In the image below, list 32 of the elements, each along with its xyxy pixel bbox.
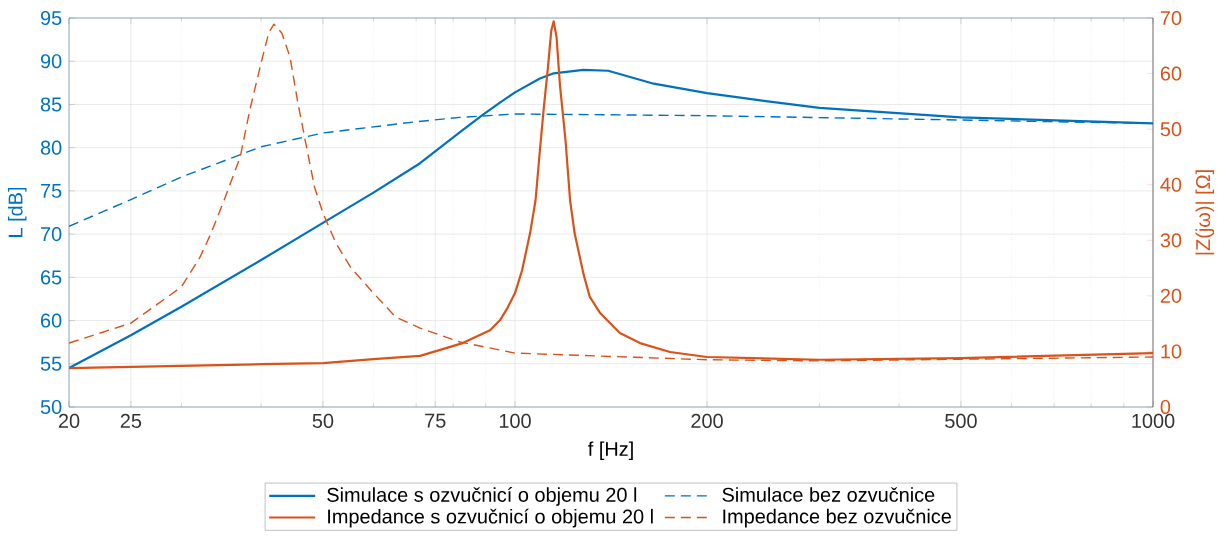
legend-label: Simulace s ozvučnicí o objemu 20 l xyxy=(327,487,637,506)
x-tick-label: 50 xyxy=(312,413,334,428)
y-tick-label: 90 xyxy=(40,54,62,69)
y-tick-label: 55 xyxy=(40,356,62,371)
y-tick-label: 70 xyxy=(41,227,62,242)
y2-tick-label: 30 xyxy=(1160,233,1182,248)
y-tick-label: 65 xyxy=(41,270,62,285)
y-tick-label: 85 xyxy=(40,97,62,112)
y-tick-label: 80 xyxy=(40,140,62,155)
y2-tick-label: 10 xyxy=(1161,344,1182,359)
y-tick-label: 50 xyxy=(40,399,62,415)
y-tick-label: 60 xyxy=(41,313,62,328)
y-tick-label: 95 xyxy=(40,10,62,26)
y2-axis-title: |Z(jω)| [Ω] xyxy=(1195,170,1215,255)
legend-label: Impedance bez ozvučnice xyxy=(723,508,951,528)
y-tick-label: 75 xyxy=(41,183,62,198)
x-tick-label: 500 xyxy=(945,413,977,428)
legend-label: Impedance s ozvučnicí o objemu 20 l xyxy=(328,508,653,528)
x-tick-label: 20 xyxy=(58,413,80,428)
legend-label: Simulace bez ozvučnice xyxy=(722,487,935,502)
y2-tick-label: 20 xyxy=(1160,288,1182,303)
x-axis-title: f [Hz] xyxy=(588,441,633,461)
x-tick-label: 200 xyxy=(691,413,723,428)
x-tick-label: 100 xyxy=(499,413,531,428)
y-axis-title: L [dB] xyxy=(7,187,27,237)
y2-tick-label: 40 xyxy=(1160,177,1182,192)
y2-tick-label: 60 xyxy=(1160,66,1182,81)
y2-tick-label: 70 xyxy=(1160,10,1182,26)
x-tick-label: 1000 xyxy=(1132,413,1175,428)
x-tick-label: 75 xyxy=(425,413,446,428)
y2-tick-label: 50 xyxy=(1160,122,1182,137)
x-tick-label: 25 xyxy=(120,413,142,428)
